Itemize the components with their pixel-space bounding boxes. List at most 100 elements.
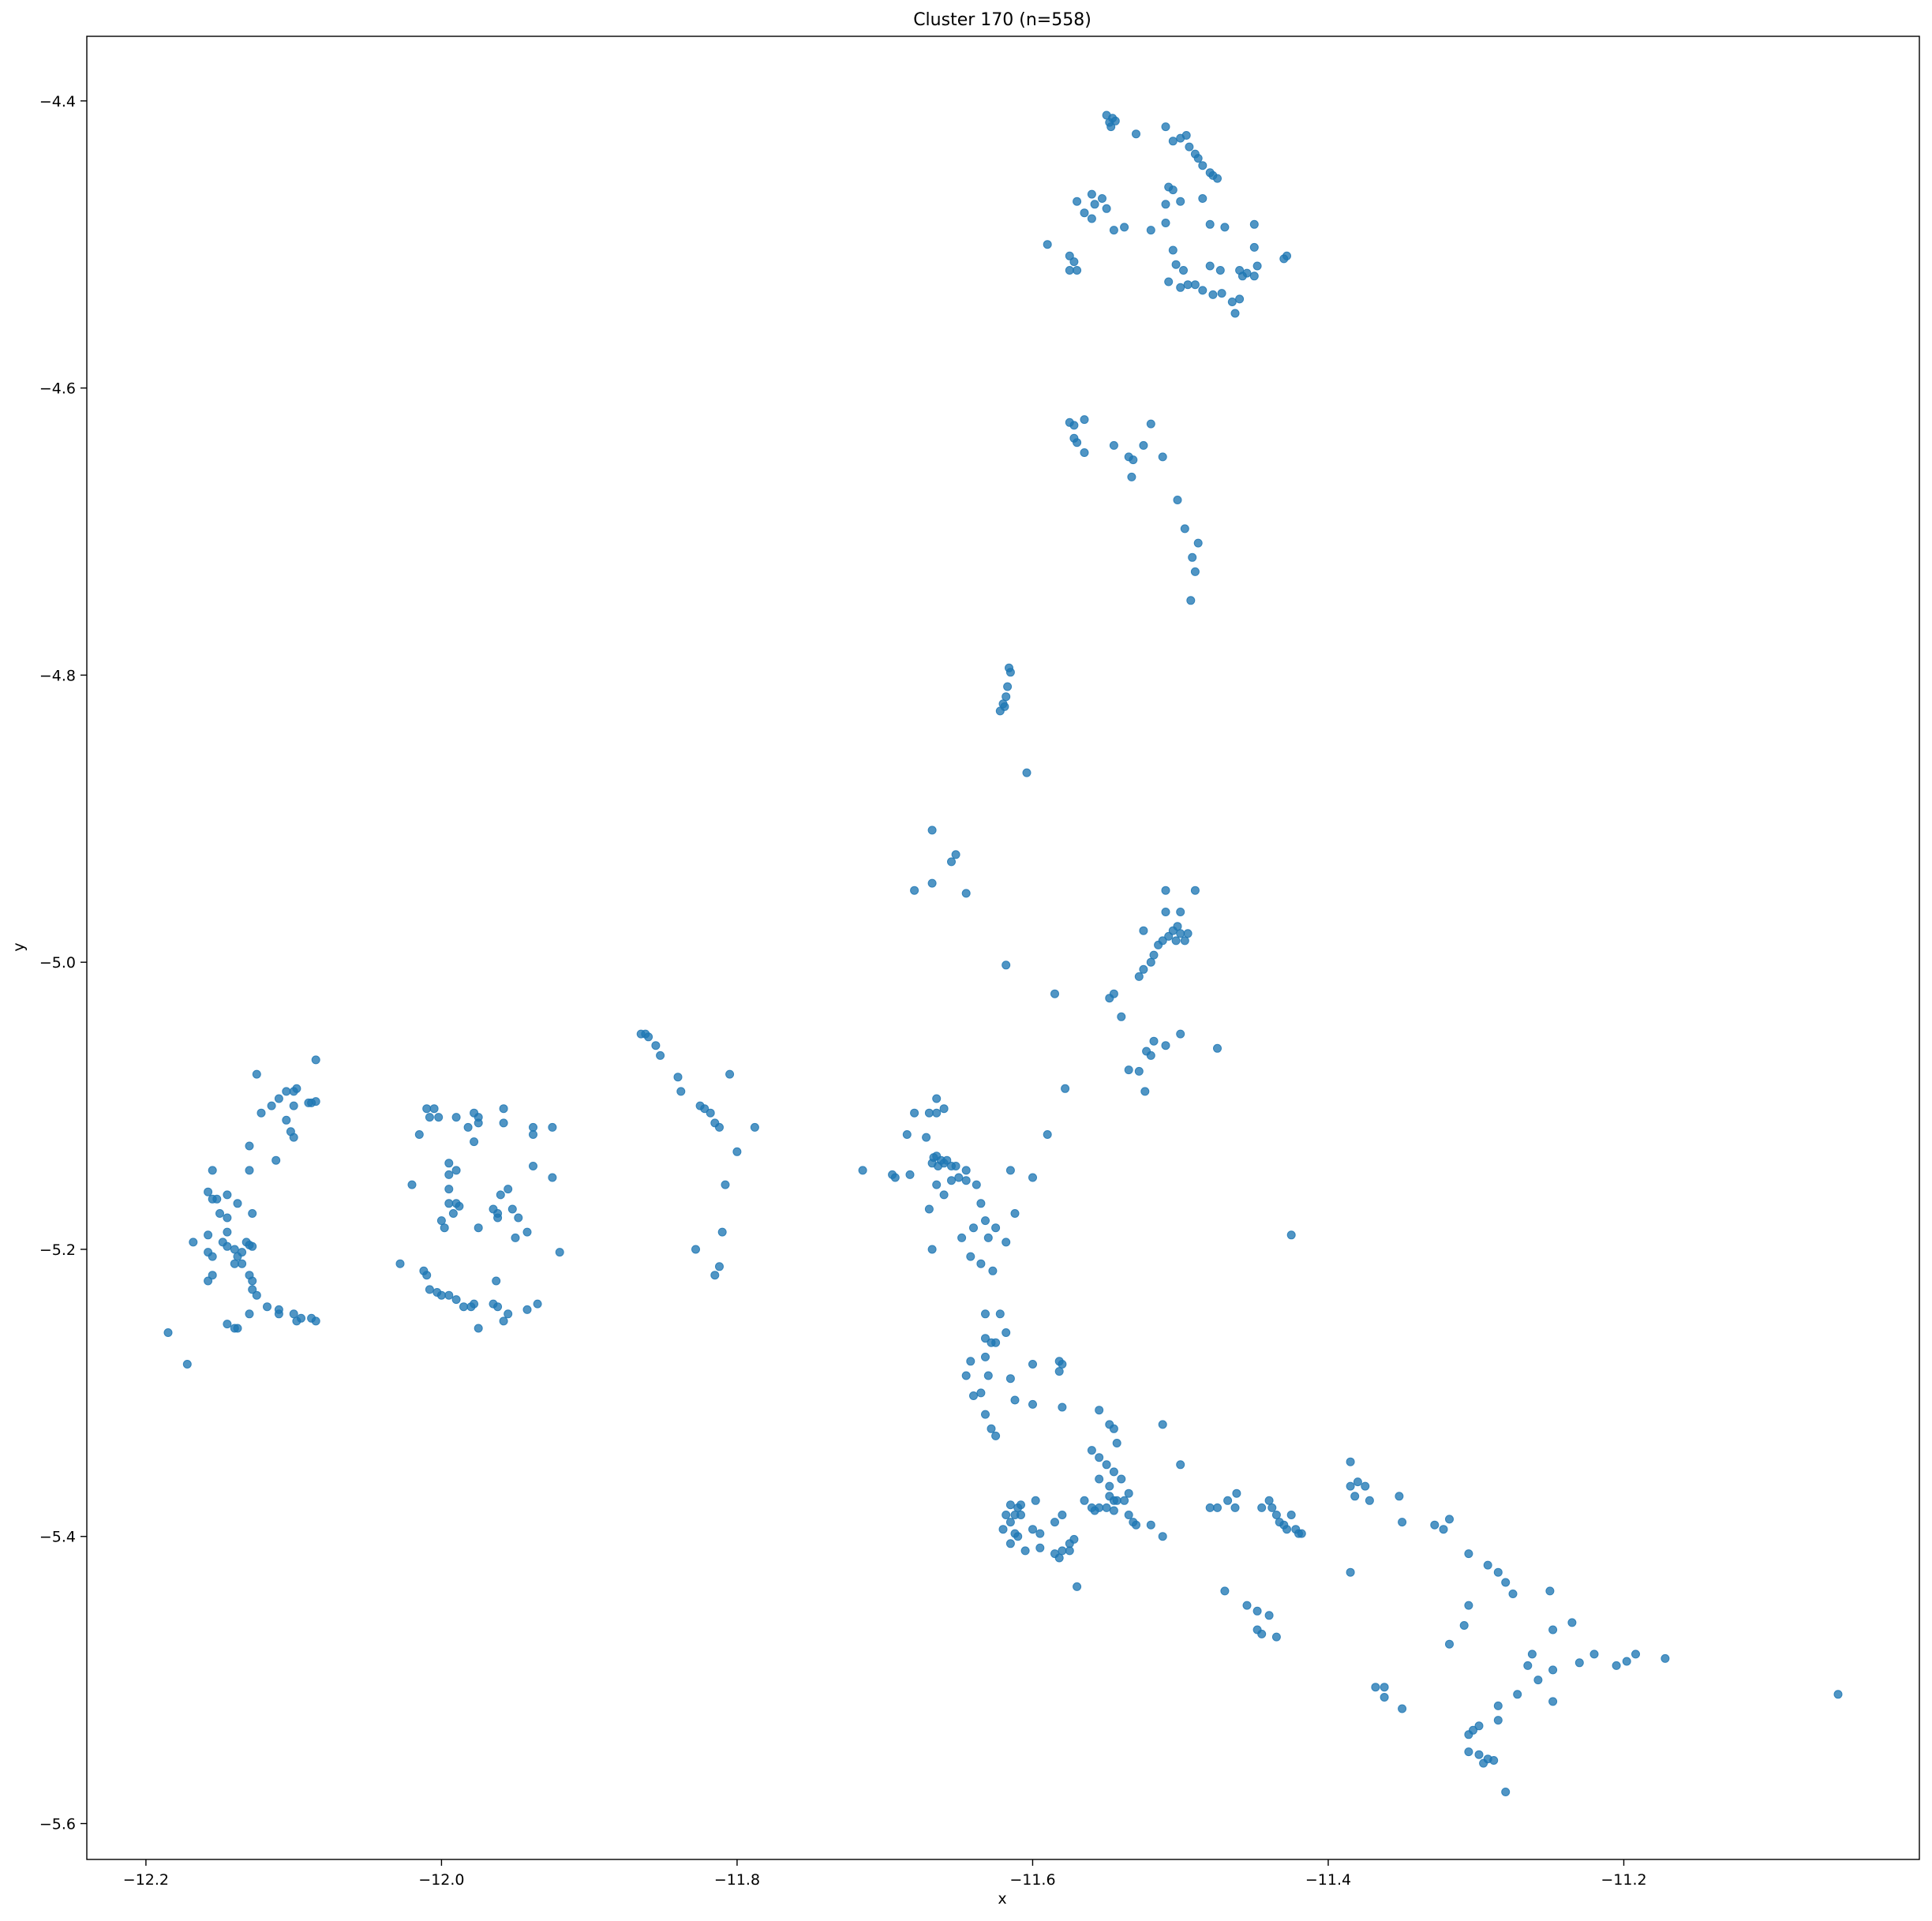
- data-point: [1252, 1606, 1262, 1616]
- data-point: [1205, 1503, 1215, 1512]
- data-point: [1065, 1546, 1074, 1556]
- data-point: [208, 1166, 217, 1175]
- data-point: [1183, 280, 1193, 290]
- x-tick-label: −12.0: [418, 1871, 464, 1889]
- data-point: [1171, 936, 1181, 946]
- data-point: [750, 1122, 759, 1132]
- data-point: [474, 1223, 483, 1233]
- data-point: [1005, 1539, 1015, 1548]
- data-point: [248, 1209, 257, 1218]
- data-point: [1513, 1690, 1522, 1699]
- data-point: [451, 1295, 461, 1305]
- data-point: [1069, 421, 1079, 430]
- data-point: [1395, 1492, 1404, 1501]
- x-tick-label: −12.2: [123, 1871, 169, 1889]
- data-point: [459, 1302, 468, 1312]
- data-point: [932, 1180, 942, 1189]
- data-point: [1237, 271, 1247, 281]
- data-point: [204, 1230, 213, 1240]
- data-point: [451, 1166, 461, 1175]
- data-point: [924, 1204, 934, 1214]
- data-point: [1031, 1496, 1040, 1505]
- data-point: [496, 1190, 505, 1200]
- data-point: [1134, 1066, 1144, 1076]
- data-point: [1065, 266, 1074, 275]
- data-point: [289, 1133, 298, 1142]
- data-point: [1612, 1661, 1621, 1670]
- data-point: [248, 1276, 257, 1286]
- y-tick-label: −4.6: [39, 380, 76, 398]
- data-point: [1164, 931, 1174, 941]
- data-point: [1353, 1477, 1362, 1487]
- data-point: [529, 1122, 537, 1132]
- data-point: [942, 1155, 952, 1165]
- data-point: [1176, 283, 1185, 292]
- data-point: [1286, 1511, 1296, 1519]
- data-point: [1501, 1788, 1511, 1796]
- data-point: [522, 1227, 532, 1237]
- data-point: [230, 1245, 239, 1254]
- data-point: [732, 1147, 742, 1156]
- data-point: [499, 1316, 508, 1326]
- data-point: [1109, 1424, 1118, 1433]
- data-point: [1102, 1460, 1111, 1470]
- data-point: [717, 1227, 727, 1237]
- data-point: [1146, 419, 1155, 429]
- data-point: [1102, 1503, 1111, 1512]
- data-point: [1161, 908, 1170, 916]
- data-point: [1109, 440, 1118, 450]
- data-point: [504, 1309, 513, 1319]
- data-point: [1043, 1130, 1052, 1139]
- data-point: [282, 1087, 291, 1096]
- data-point: [1282, 1525, 1291, 1534]
- data-point: [1002, 1328, 1011, 1337]
- data-point: [463, 1122, 473, 1132]
- data-point: [1161, 122, 1170, 132]
- data-point: [1139, 440, 1148, 450]
- data-point: [939, 1104, 949, 1114]
- data-point: [252, 1069, 261, 1079]
- data-point: [1054, 1367, 1064, 1376]
- data-point: [1105, 1492, 1114, 1501]
- data-point: [1109, 1506, 1118, 1515]
- data-point: [1264, 1496, 1274, 1505]
- data-point: [1139, 926, 1148, 935]
- data-point: [1220, 1586, 1230, 1596]
- data-point: [1073, 1582, 1082, 1591]
- x-axis-label: x: [998, 1890, 1006, 1908]
- data-point: [1132, 1520, 1140, 1530]
- data-point: [223, 1320, 232, 1329]
- data-point: [1459, 1621, 1469, 1630]
- data-point: [1149, 1036, 1159, 1046]
- data-point: [1622, 1657, 1631, 1666]
- data-point: [1109, 226, 1118, 235]
- data-point: [927, 826, 937, 835]
- data-point: [263, 1302, 271, 1312]
- data-point: [954, 1173, 964, 1182]
- data-point: [1398, 1704, 1407, 1713]
- data-point: [644, 1032, 653, 1042]
- data-point: [1474, 1721, 1484, 1731]
- data-point: [1271, 1511, 1281, 1519]
- data-point: [927, 1245, 937, 1254]
- data-point: [1124, 1488, 1133, 1498]
- data-point: [256, 1108, 266, 1118]
- data-point: [981, 1216, 990, 1226]
- x-tick-label: −11.8: [714, 1871, 760, 1889]
- y-axis-ticks: −4.4 −4.6 −4.8 −5.0 −5.2 −5.4 −5.6: [39, 93, 87, 1833]
- plot-frame: [86, 36, 1920, 1860]
- data-point: [1146, 1050, 1155, 1060]
- data-point: [208, 1194, 217, 1204]
- data-point: [691, 1245, 700, 1254]
- data-point: [422, 1271, 432, 1280]
- data-point: [1112, 1439, 1121, 1447]
- data-point: [902, 1130, 912, 1139]
- data-point: [1190, 567, 1200, 576]
- data-point: [1095, 1474, 1104, 1484]
- data-point: [651, 1041, 661, 1050]
- data-point: [529, 1130, 537, 1139]
- data-point: [282, 1115, 291, 1125]
- data-point: [1267, 1503, 1277, 1512]
- data-point: [1361, 1481, 1370, 1491]
- data-point: [1140, 1087, 1150, 1096]
